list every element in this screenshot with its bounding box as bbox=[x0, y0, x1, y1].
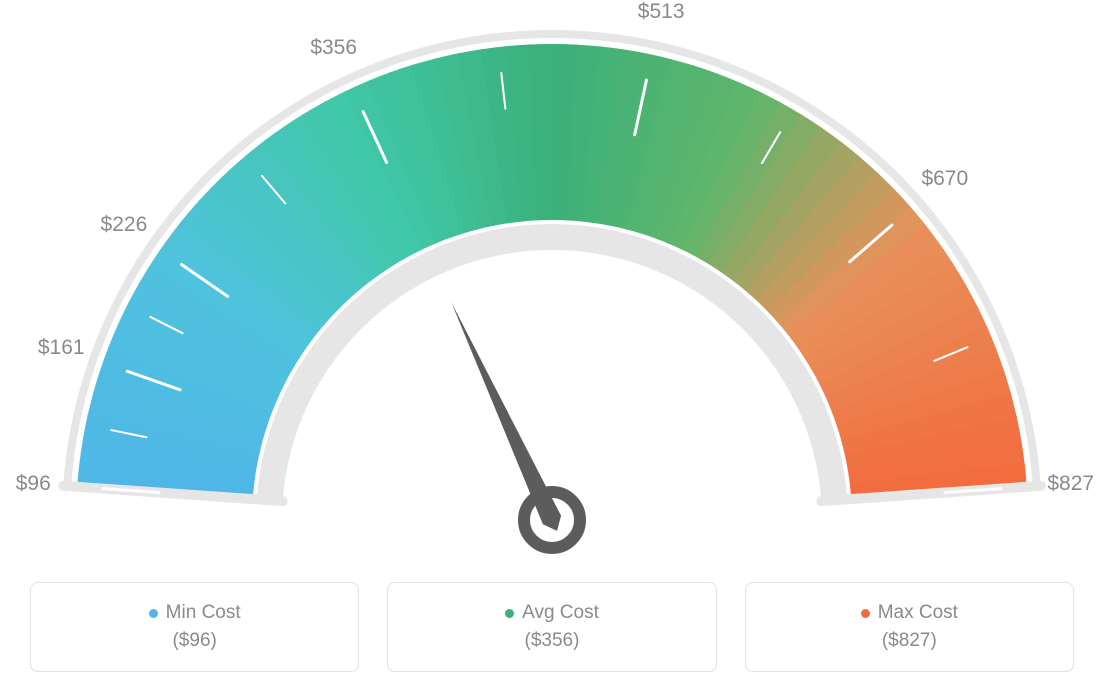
legend-card-avg: Avg Cost ($356) bbox=[387, 582, 716, 672]
legend-avg-value: ($356) bbox=[525, 630, 580, 652]
gauge-tick-label: $356 bbox=[310, 36, 357, 60]
legend-dot-max bbox=[861, 609, 870, 618]
gauge-tick-label: $670 bbox=[921, 167, 968, 191]
legend-max-label-row: Max Cost bbox=[861, 602, 958, 624]
gauge-tick-label: $827 bbox=[1047, 472, 1094, 496]
legend-min-label-row: Min Cost bbox=[149, 602, 241, 624]
gauge-tick-label: $226 bbox=[101, 213, 148, 237]
legend-card-min: Min Cost ($96) bbox=[30, 582, 359, 672]
legend-dot-min bbox=[149, 609, 158, 618]
gauge-tick-label: $96 bbox=[16, 472, 51, 496]
legend-min-label: Min Cost bbox=[166, 602, 241, 624]
gauge-chart: $96 $161 $226 $356 $513 $670 $827 bbox=[0, 0, 1104, 570]
legend-card-max: Max Cost ($827) bbox=[745, 582, 1074, 672]
legend-dot-avg bbox=[505, 609, 514, 618]
legend-max-label: Max Cost bbox=[878, 602, 958, 624]
legend-avg-label-row: Avg Cost bbox=[505, 602, 599, 624]
cost-gauge-container: $96 $161 $226 $356 $513 $670 $827 Min Cost ($9… bbox=[0, 0, 1104, 690]
legend-avg-label: Avg Cost bbox=[522, 602, 599, 624]
legend-min-value: ($96) bbox=[172, 630, 216, 652]
gauge-tick-label: $513 bbox=[638, 0, 685, 24]
legend-row: Min Cost ($96) Avg Cost ($356) Max Cost … bbox=[0, 582, 1104, 690]
legend-max-value: ($827) bbox=[882, 630, 937, 652]
gauge-tick-label: $161 bbox=[38, 336, 85, 360]
